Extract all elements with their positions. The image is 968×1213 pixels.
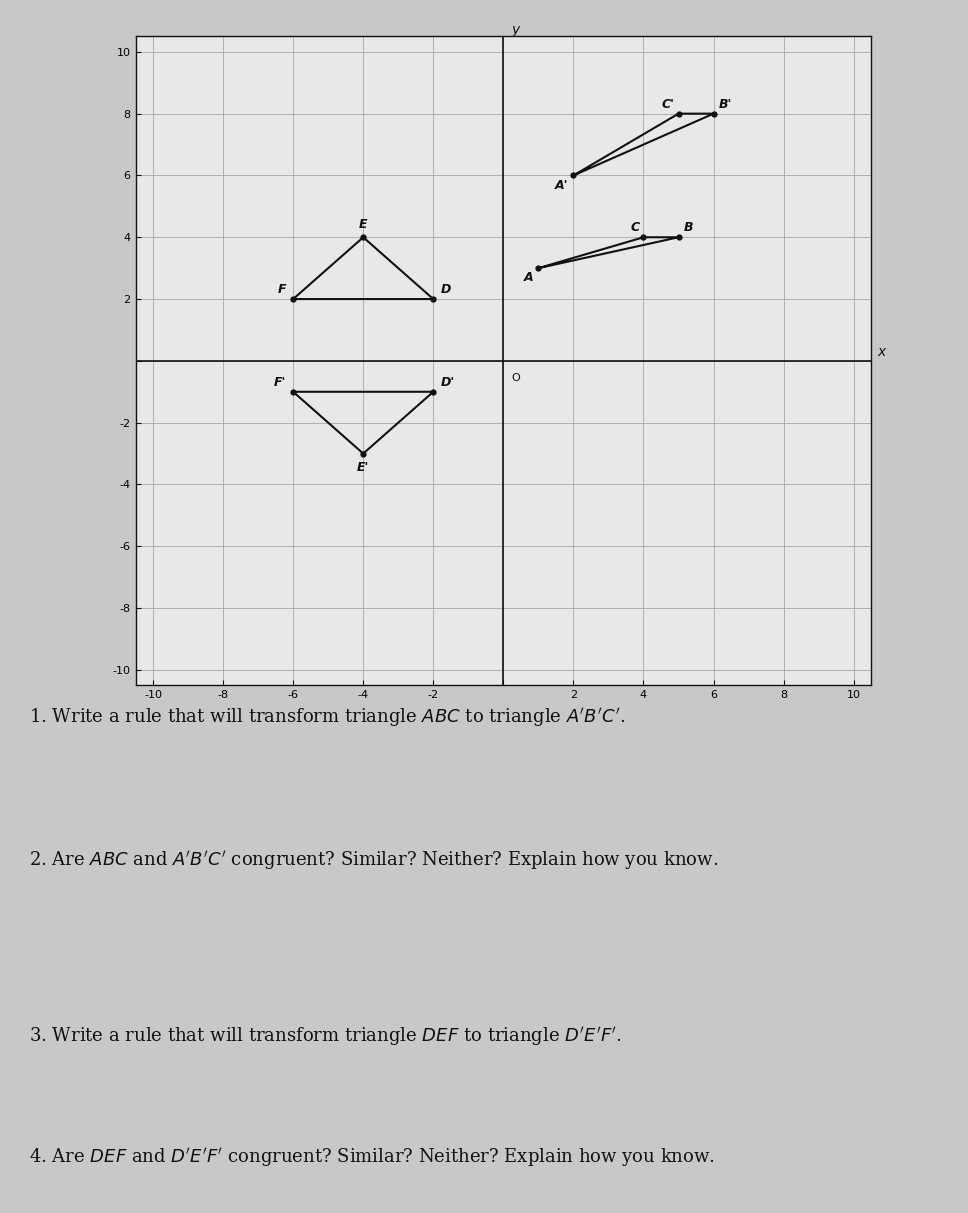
Text: F: F bbox=[278, 283, 287, 296]
Text: y: y bbox=[511, 23, 520, 38]
Text: C': C' bbox=[662, 97, 675, 110]
Text: 4. Are $\mathit{DEF}$ and $\mathit{D'E'F'}$ congruent? Similar? Neither? Explain: 4. Are $\mathit{DEF}$ and $\mathit{D'E'F… bbox=[29, 1146, 715, 1169]
Text: O: O bbox=[511, 372, 520, 383]
Text: D: D bbox=[440, 283, 451, 296]
Text: A: A bbox=[524, 272, 533, 284]
Text: F': F' bbox=[274, 376, 287, 388]
Text: D': D' bbox=[440, 376, 455, 388]
Text: C: C bbox=[631, 221, 640, 234]
Text: A': A' bbox=[555, 178, 568, 192]
Text: 3. Write a rule that will transform triangle $\mathit{DEF}$ to triangle $\mathit: 3. Write a rule that will transform tria… bbox=[29, 1025, 622, 1048]
Text: 1. Write a rule that will transform triangle $\mathit{ABC}$ to triangle $\mathit: 1. Write a rule that will transform tria… bbox=[29, 706, 625, 729]
Text: B': B' bbox=[719, 97, 732, 110]
Text: B: B bbox=[683, 221, 693, 234]
Text: E: E bbox=[359, 218, 368, 232]
Text: 2. Are $\mathit{ABC}$ and $\mathit{A'B'C'}$ congruent? Similar? Neither? Explain: 2. Are $\mathit{ABC}$ and $\mathit{A'B'C… bbox=[29, 849, 718, 872]
Text: x: x bbox=[878, 344, 886, 359]
Text: E': E' bbox=[357, 461, 370, 474]
